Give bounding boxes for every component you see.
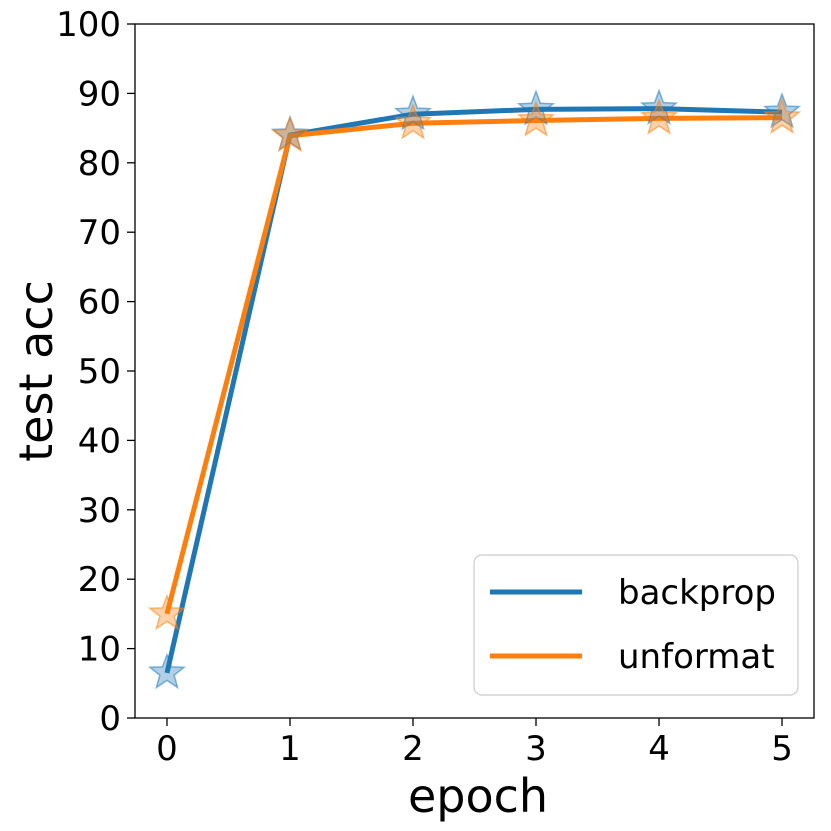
data-point-backprop — [147, 652, 187, 690]
data-point-unformat — [147, 593, 187, 631]
x-axis: 0 1 2 3 4 5 — [156, 718, 793, 769]
y-tick-label: 100 — [56, 5, 121, 45]
legend-label-unformat: unformat — [618, 637, 775, 677]
x-tick-label: 0 — [156, 729, 178, 769]
y-axis: 0 10 20 30 40 50 60 70 80 90 100 — [56, 5, 135, 739]
x-tick-label: 1 — [279, 729, 301, 769]
data-point-unformat — [393, 103, 433, 140]
series-markers — [147, 88, 802, 690]
y-tick-label: 20 — [78, 560, 121, 600]
y-tick-label: 40 — [78, 421, 121, 461]
data-point-unformat — [762, 97, 802, 135]
x-axis-label: epoch — [408, 769, 548, 823]
data-point-unformat — [639, 98, 679, 135]
data-point-backprop — [516, 89, 556, 126]
x-tick-label: 5 — [771, 729, 793, 769]
y-tick-label: 80 — [78, 144, 121, 184]
x-tick-label: 2 — [402, 729, 424, 769]
y-tick-label: 30 — [78, 491, 121, 531]
x-tick-label: 4 — [648, 729, 670, 769]
series-lines — [164, 106, 783, 674]
y-axis-label: test acc — [9, 280, 63, 462]
y-tick-label: 60 — [78, 283, 121, 323]
y-tick-label: 0 — [99, 699, 121, 739]
data-point-backprop — [393, 94, 433, 131]
data-point-unformat — [516, 100, 556, 137]
y-tick-label: 50 — [78, 352, 121, 392]
data-point-backprop — [762, 91, 802, 129]
y-tick-label: 70 — [78, 213, 121, 253]
series-line-unformat — [164, 115, 783, 615]
legend: backprop unformat — [473, 554, 799, 696]
y-tick-label: 90 — [78, 74, 121, 114]
plot-frame — [134, 23, 815, 719]
data-point-unformat — [270, 115, 310, 153]
data-point-backprop — [639, 88, 679, 125]
x-tick-label: 3 — [525, 729, 547, 769]
y-tick-label: 10 — [78, 630, 121, 670]
legend-label-backprop: backprop — [618, 573, 776, 613]
